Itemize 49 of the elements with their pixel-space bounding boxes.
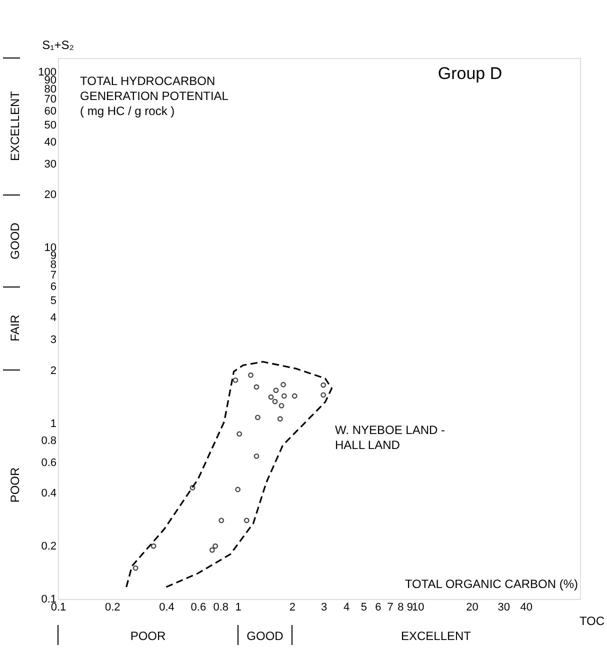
x-tick-label: 2 [289,602,296,614]
y-tick-label: 40 [44,136,56,148]
y-tick-label: 20 [44,189,56,202]
x-tick-label: 7 [387,602,394,614]
text: GOOD [246,629,284,643]
text: EXCELLENT [400,629,472,643]
x-tick-label: 0.2 [104,602,120,614]
y-tick-label: 4 [50,312,56,324]
y-tick-label: 0.4 [41,488,56,500]
y-tick-label: 60 [44,105,56,118]
y-tick-label: 0.8 [41,434,56,447]
text: TOC [579,614,605,628]
x-tick-label: 3 [321,602,328,614]
x-tick-label: 0.8 [213,602,229,614]
x-tick-label: 9 [406,602,413,614]
y-tick-label: 0.2 [41,540,56,553]
annotation: TOTAL HYDROCARBON GENERATION POTENTIAL ( mg HC / g rock ) [80,74,229,118]
x-tick-label: 20 [466,602,478,614]
y-tick-label: 3 [50,334,56,346]
x-tick-label: 40 [520,602,532,614]
chart-title: Group D [438,64,502,83]
y-tick-label: 30 [44,158,56,170]
x-tick-label: 0.6 [190,602,206,614]
y-tick-label: 80 [44,83,56,96]
y-tick-label: 0.6 [41,456,56,469]
y-tick-label: 5 [50,295,56,307]
y-tick-label: 50 [44,119,56,132]
y-tick-label: 6 [50,281,56,294]
x-tick-label: 30 [498,602,510,614]
y-axis-title: S₁+S₂ [42,38,74,52]
y-tick-label: 1 [50,418,56,430]
y-tick-label: 8 [50,259,56,272]
y-tick-label: 70 [44,94,56,106]
y-tick-label: 7 [50,269,56,282]
x-tick-label: 6 [375,602,382,614]
text: POOR [130,629,166,643]
y-tick-label: 2 [50,364,56,377]
x-tick-label: 10 [412,602,424,614]
text: POOR [8,467,22,503]
x-tick-label: 8 [398,602,404,614]
text: EXCELLENT [8,90,22,162]
x-tick-label: 5 [360,602,368,614]
x-axis-title: TOTAL ORGANIC CARBON (%) [404,577,578,591]
x-tick-label: 1 [235,602,242,614]
text: GOOD [8,222,22,260]
x-tick-label: 0.4 [159,602,174,614]
x-tick-label: 4 [344,602,350,614]
text: FAIR [8,314,22,342]
annotation: W. NYEBOE LAND - HALL LAND [335,423,446,452]
